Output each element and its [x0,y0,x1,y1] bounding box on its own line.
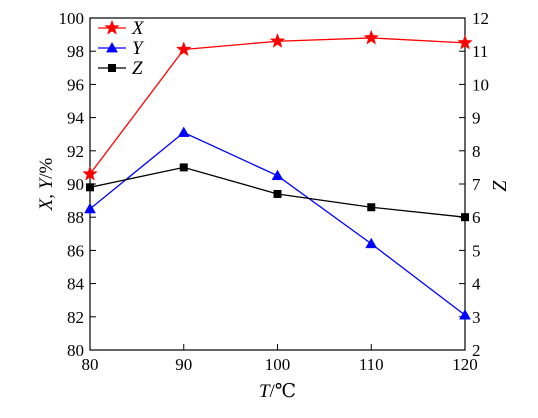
y-left-tick-label: 92 [67,142,84,161]
y-left-tick-label: 86 [67,241,84,260]
y-left-tick-label: 98 [67,42,84,61]
y-left-tick-label: 82 [67,308,84,327]
x-tick-label: 80 [82,355,99,374]
y-left-tick-label: 94 [67,109,85,128]
y-right-tick-label: 8 [472,142,481,161]
legend-y-marker [106,41,118,53]
y-left-tick-label: 84 [67,275,85,294]
x-tick-label: 120 [452,355,478,374]
y-left-tick-label: 88 [67,208,84,227]
series-x-line [89,37,466,175]
y-right-tick-label: 5 [472,241,481,260]
series-x-point [363,29,380,45]
y-right-tick-label: 6 [472,208,481,227]
series-x-point [269,33,286,48]
axis-labels: T/℃ X, Y/% Z [36,157,511,402]
y-right-tick-label: 3 [472,308,481,327]
legend-x-label: X [131,18,145,39]
y-left-axis-label: X, Y/% [36,157,57,211]
legend-y-label: Y [132,38,145,59]
series-y-line [89,131,466,316]
series-z-point [273,189,282,198]
plot-frame [89,17,466,351]
legend-z-label: Z [132,58,143,79]
series-x-point [175,41,192,57]
axes-layer: 80 90 100 110 120808284868890929496981002345… [59,9,490,374]
series-layer [82,29,473,320]
y-right-tick-label: 7 [472,175,481,194]
x-tick-label: 100 [265,355,291,374]
y-left-tick-label: 100 [59,9,85,28]
legend-x-marker [104,19,120,35]
series-z-point [86,183,94,192]
series-y-point [177,126,190,137]
series-z-point [461,213,469,222]
y-left-tick-label: 80 [67,341,84,360]
series-y-point [365,237,378,249]
y-right-axis-label: Z [489,180,511,192]
y-right-tick-label: 2 [472,341,481,360]
series-y-point [84,202,96,214]
legend: XYZ [98,18,145,79]
y-left-tick-label: 96 [67,75,84,94]
series-z-point [367,203,376,212]
y-right-tick-label: 12 [472,9,489,28]
series-x-point [457,34,473,50]
series-y-point [271,169,284,181]
x-tick-label: 90 [175,355,192,374]
series-y-point [459,309,471,320]
y-left-tick-label: 90 [67,175,84,194]
y-right-tick-label: 4 [472,275,481,294]
series-z-point [179,163,188,172]
legend-z-marker [108,64,116,72]
x-tick-label: 110 [359,355,384,374]
x-axis-label: T/℃ [259,381,296,402]
series-x-point [82,165,98,181]
y-right-tick-label: 9 [472,109,481,128]
y-right-tick-label: 11 [472,42,488,61]
y-right-tick-label: 10 [472,75,489,94]
